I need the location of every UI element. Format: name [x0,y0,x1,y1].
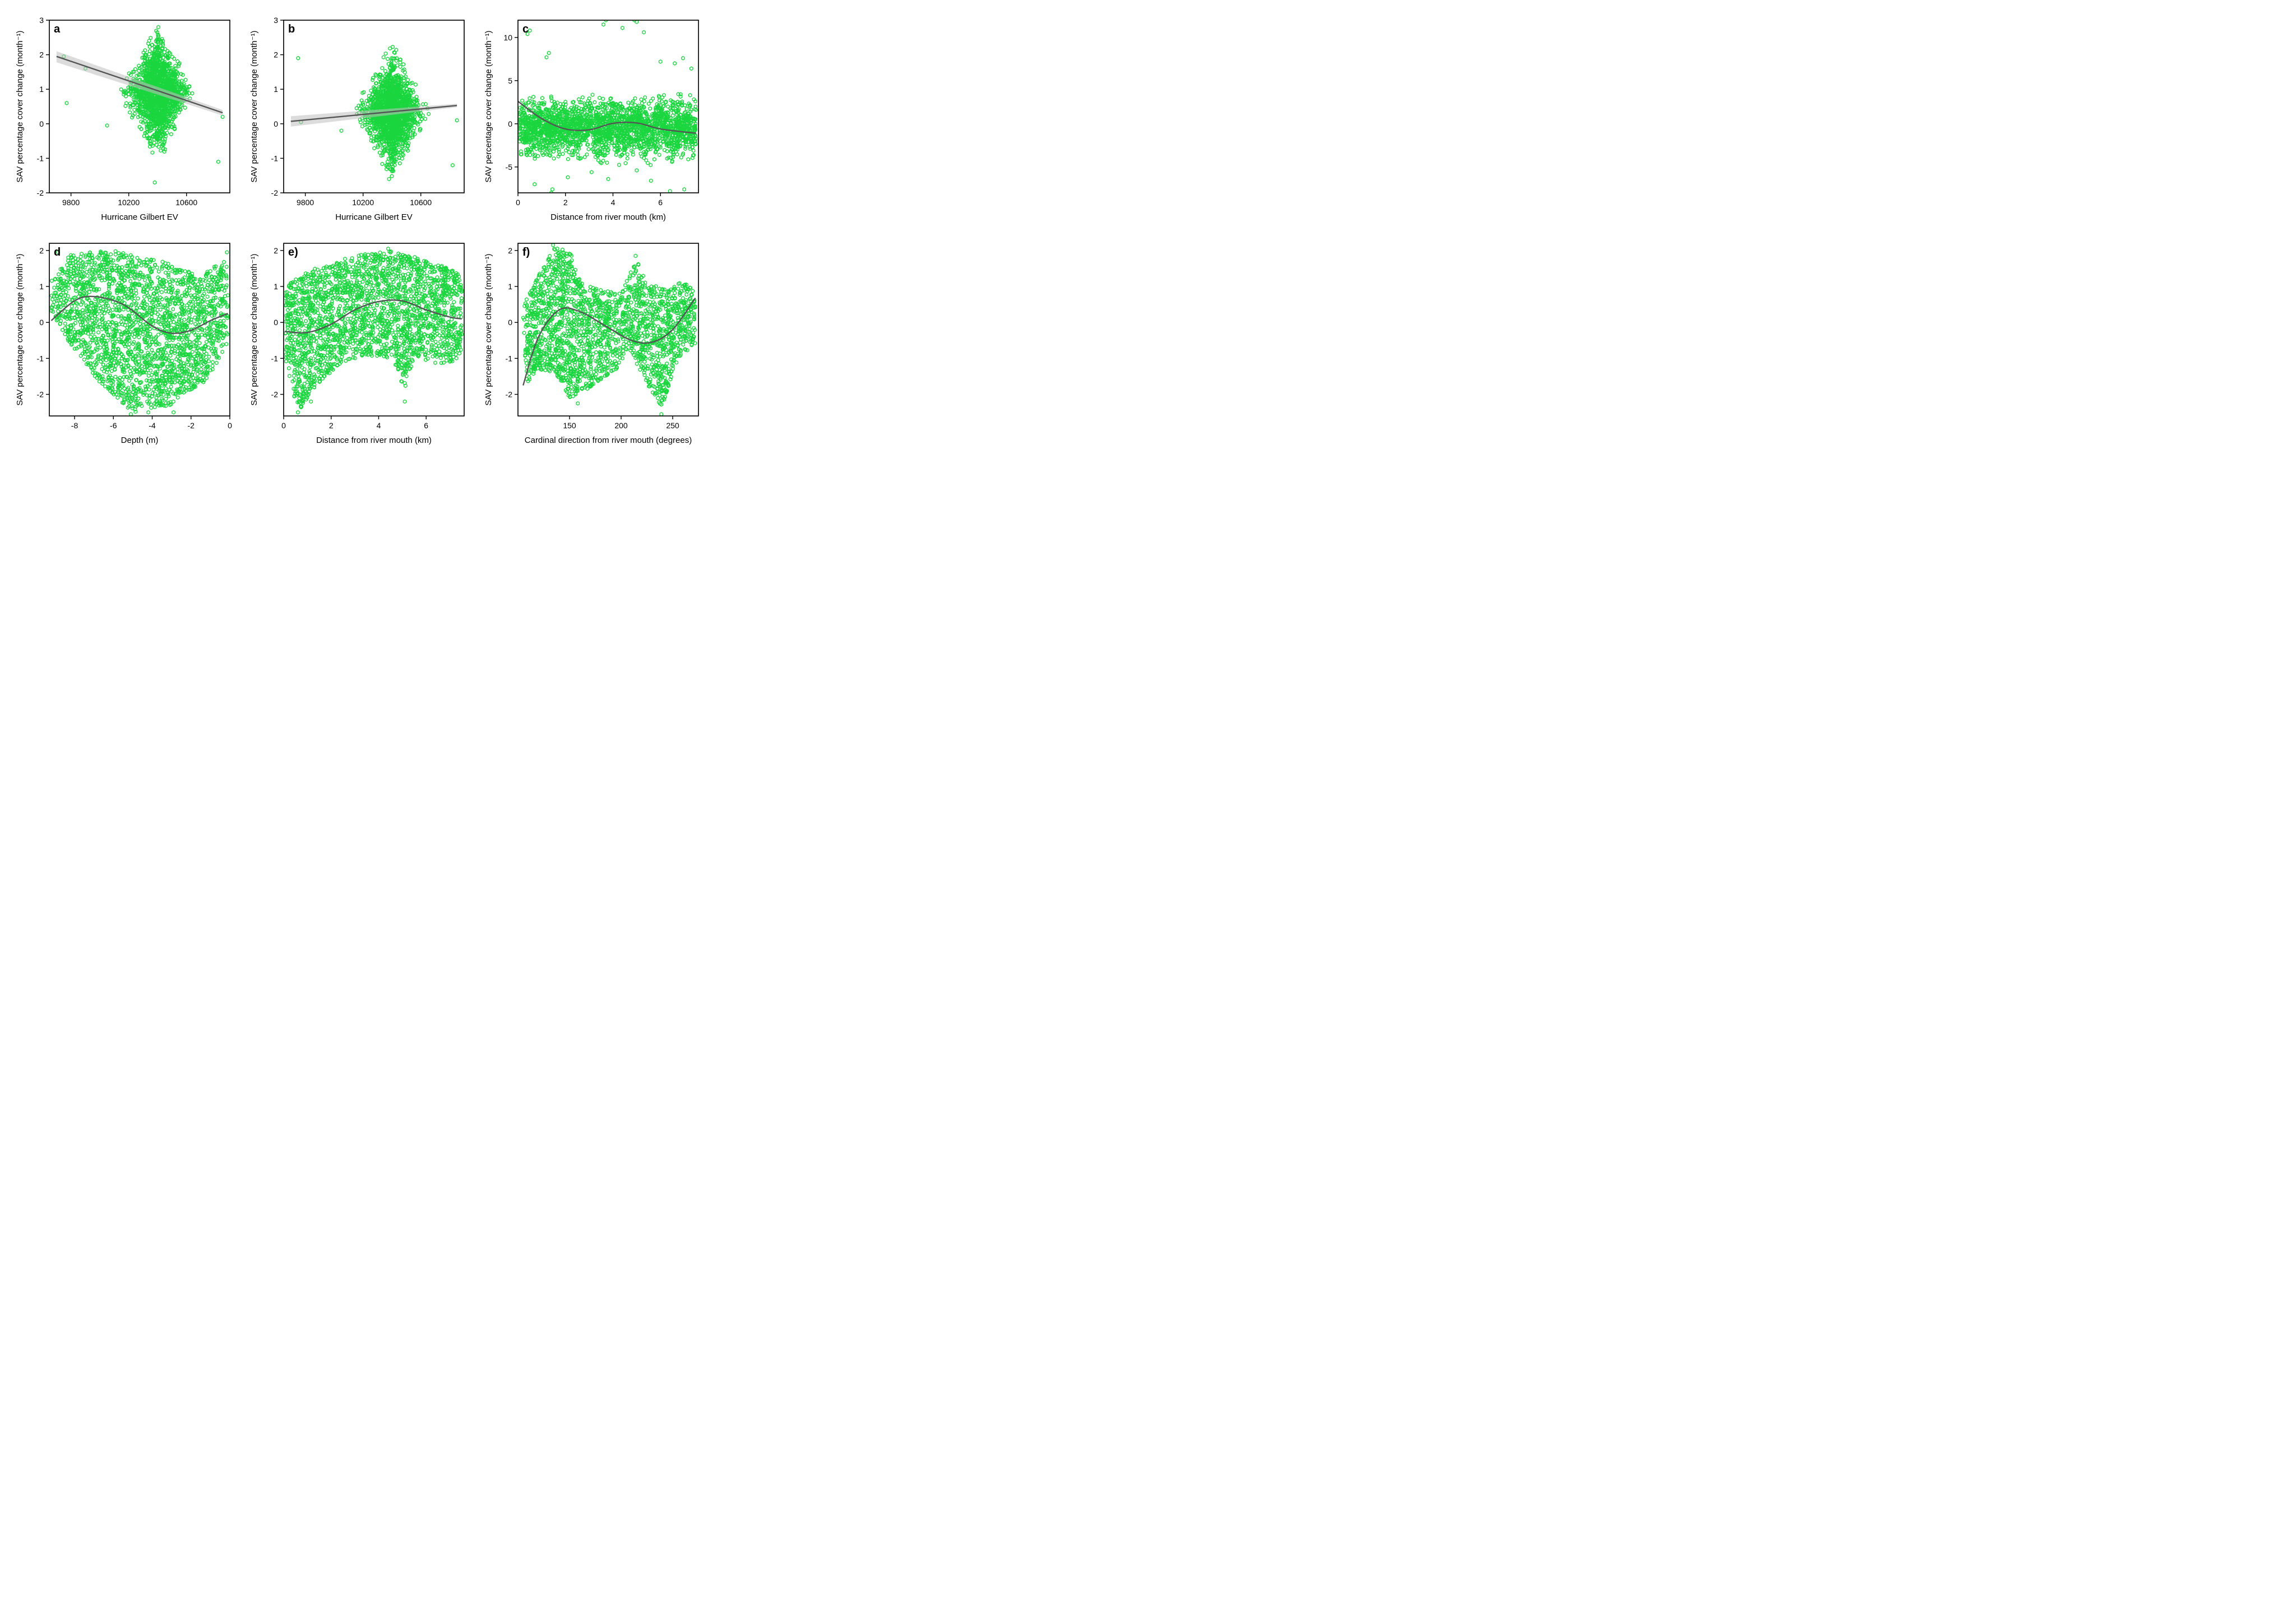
y-axis-title: SAV percentage cover change (month⁻¹) [484,253,493,405]
ytick-label: -1 [271,154,279,163]
ytick-label: -1 [37,354,44,363]
ytick-label: 0 [508,119,512,128]
xtick-label: 250 [666,421,679,430]
ytick-label: 5 [508,76,512,85]
xtick-label: 150 [563,421,576,430]
xtick-label: 10600 [410,198,432,207]
panel-letter: d [54,246,61,258]
scatter-points [50,249,229,416]
ytick-label: 0 [274,318,278,327]
x-axis-title: Hurricane Gilbert EV [335,212,413,222]
ytick-label: -1 [271,354,279,363]
ytick-label: -2 [37,390,44,399]
y-axis-title: SAV percentage cover change (month⁻¹) [15,30,25,182]
y-axis-title: SAV percentage cover change (month⁻¹) [249,253,259,405]
ytick-label: -2 [506,390,513,399]
panel-letter: f) [522,246,530,258]
ytick-label: 0 [39,119,44,128]
xtick-label: 10600 [175,198,197,207]
ytick-label: 2 [39,246,44,255]
ytick-label: -1 [506,354,513,363]
ytick-label: 1 [39,282,44,291]
xtick-label: 2 [563,198,568,207]
panel-letter: b [288,23,295,35]
panel-f: 150 200 250 -2 -1 0 1 2 Cardinal direction from … [481,235,705,448]
ytick-label: -1 [37,154,44,163]
panel-letter: e) [288,246,298,258]
y-axis-title: SAV percentage cover change (month⁻¹) [484,30,493,182]
panel-c: 0 2 4 6 -5 0 5 10 Distance from river mouth (km)… [481,12,705,225]
y-axis-title: SAV percentage cover change (month⁻¹) [249,30,259,182]
scatter-points [522,243,697,416]
ytick-label: 0 [508,318,512,327]
y-axis-title: SAV percentage cover change (month⁻¹) [15,253,25,405]
xtick-label: 0 [516,198,520,207]
x-axis-title: Distance from river mouth (km) [316,436,432,445]
ytick-label: 3 [274,16,278,25]
xtick-label: 10200 [352,198,374,207]
figure-grid: 98001020010600-2-10123Hurricane Gilbert … [0,0,718,461]
panel-container-b: 9800 10200 10600 -2 -1 0 1 2 3 Hurricane Gilbert … [247,12,471,225]
panel-letter: a [54,23,61,35]
xtick-label: 6 [658,198,663,207]
panel-container-d: -8 -6 -4 -2 0 -2 -1 0 1 2 Depth (m) SAV percentage … [12,235,237,448]
ytick-label: 3 [39,16,44,25]
ytick-label: 1 [508,282,512,291]
panel-container-a: 9800 10200 10600 -2 -1 0 1 2 3 Hurricane Gilbert … [12,12,237,225]
ytick-label: 10 [503,33,512,42]
x-axis-title: Depth (m) [121,436,159,445]
xtick-label: -2 [188,421,195,430]
panel-container-c: 0 2 4 6 -5 0 5 10 Distance from river mouth (km)… [481,12,705,225]
ytick-label: 1 [39,85,44,94]
xtick-label: -4 [149,421,156,430]
x-axis-title: Hurricane Gilbert EV [101,212,178,222]
x-axis-title: Cardinal direction from river mouth (deg… [525,436,692,445]
ytick-label: -2 [271,390,279,399]
ytick-label: -5 [506,163,513,172]
panel-letter: c [522,23,529,35]
ytick-label: 2 [274,50,278,59]
ytick-label: 0 [39,318,44,327]
xtick-label: 0 [228,421,232,430]
panel-b: 9800 10200 10600 -2 -1 0 1 2 3 Hurricane Gilbert … [247,12,471,225]
ytick-label: -2 [37,188,44,197]
xtick-label: 10200 [118,198,140,207]
xtick-label: 2 [329,421,334,430]
panel-container-e: 0 2 4 6 -2 -1 0 1 2 Distance from river mouth (km… [247,235,471,448]
xtick-label: 9800 [62,198,80,207]
ytick-label: 0 [274,119,278,128]
ytick-label: 1 [274,85,278,94]
xtick-label: 4 [377,421,381,430]
x-axis-title: Distance from river mouth (km) [550,212,666,222]
ytick-label: 2 [508,246,512,255]
xtick-label: 9800 [297,198,314,207]
panel-e: 0 2 4 6 -2 -1 0 1 2 Distance from river mouth (km… [247,235,471,448]
ytick-label: 2 [39,50,44,59]
xtick-label: 6 [424,421,428,430]
xtick-label: 4 [611,198,616,207]
ytick-label: -2 [271,188,279,197]
xtick-label: -8 [71,421,78,430]
panel-d: -8 -6 -4 -2 0 -2 -1 0 1 2 Depth (m) SAV percentage … [12,235,237,448]
ytick-label: 1 [274,282,278,291]
scatter-points [284,247,463,414]
panel-a: 9800 10200 10600 -2 -1 0 1 2 3 Hurricane Gilbert … [12,12,237,225]
panel-container-f: 150 200 250 -2 -1 0 1 2 Cardinal direction from … [481,235,705,448]
xtick-label: 200 [614,421,628,430]
ytick-label: 2 [274,246,278,255]
scatter-points [518,18,697,195]
xtick-label: -6 [110,421,117,430]
xtick-label: 0 [281,421,286,430]
